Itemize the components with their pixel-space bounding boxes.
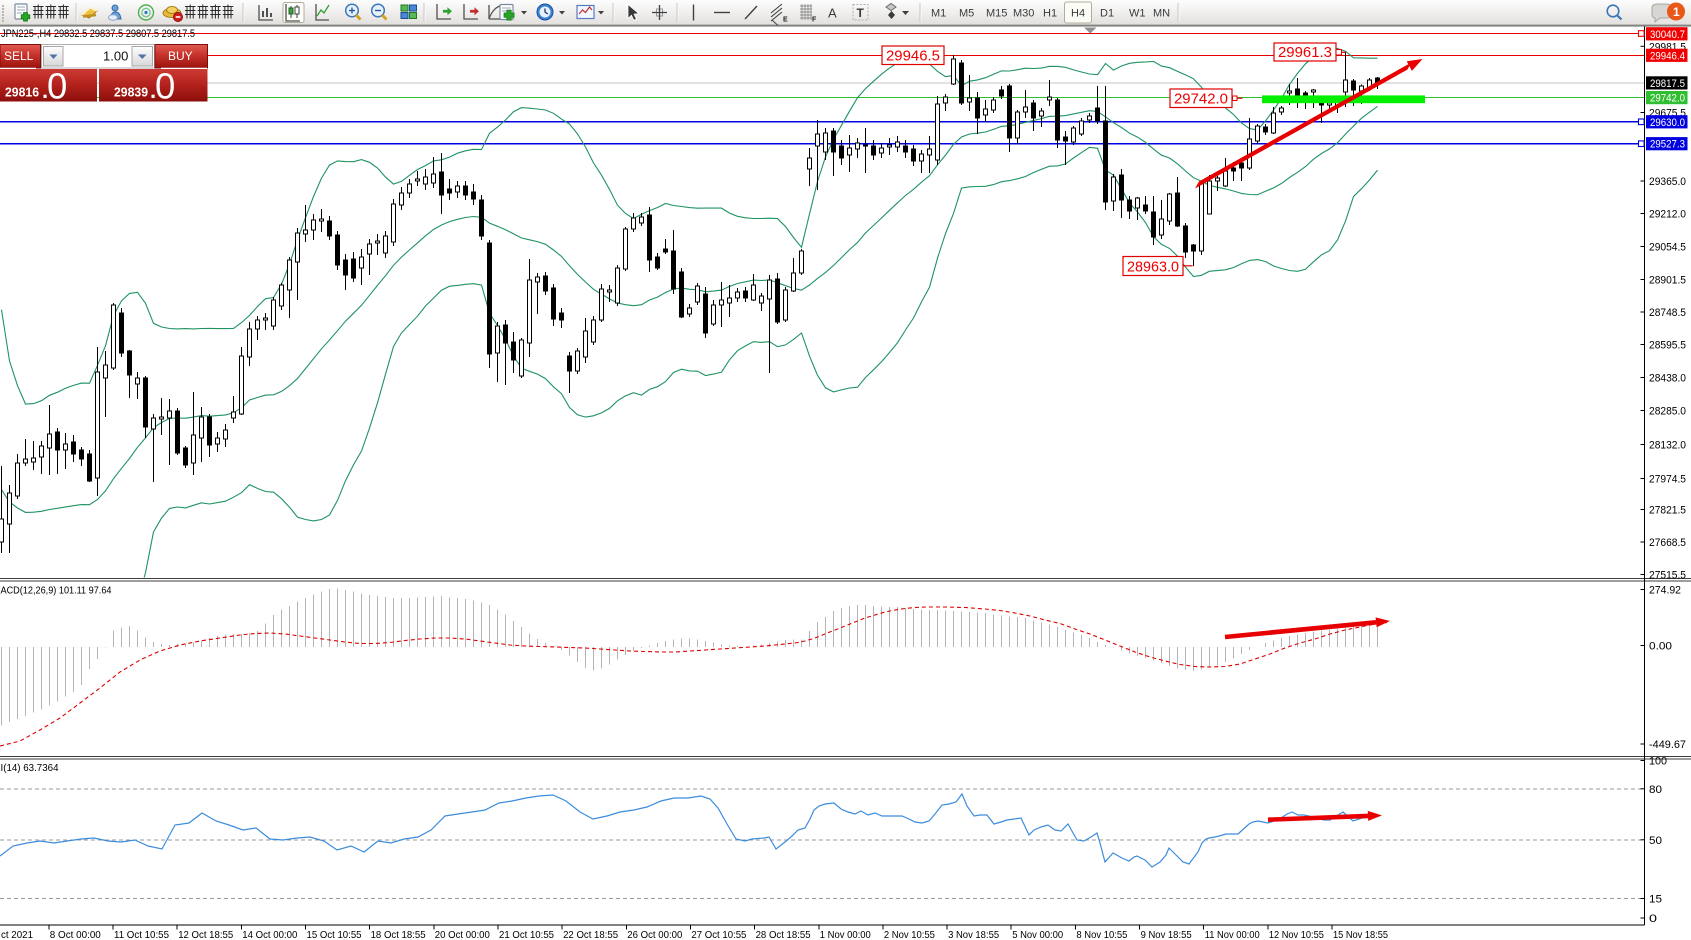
svg-text:100: 100	[1649, 756, 1667, 768]
svg-text:30040.7: 30040.7	[1650, 29, 1685, 41]
svg-text:29054.5: 29054.5	[1649, 242, 1686, 254]
svg-text:27974.5: 27974.5	[1649, 474, 1686, 486]
svg-text:1 Nov 00:00: 1 Nov 00:00	[820, 929, 871, 940]
svg-text:20 Oct 00:00: 20 Oct 00:00	[435, 929, 490, 940]
svg-text:28595.5: 28595.5	[1649, 340, 1686, 352]
svg-text:5 Nov 00:00: 5 Nov 00:00	[1012, 929, 1063, 940]
svg-text:ACD(12,26,9) 101.11 97.64: ACD(12,26,9) 101.11 97.64	[1, 585, 112, 597]
svg-text:21 Oct 10:55: 21 Oct 10:55	[499, 929, 554, 940]
svg-text:28 Oct 18:55: 28 Oct 18:55	[756, 929, 811, 940]
svg-text:28438.0: 28438.0	[1649, 373, 1686, 385]
svg-text:27668.5: 27668.5	[1649, 537, 1686, 549]
svg-text:29212.0: 29212.0	[1649, 209, 1686, 221]
svg-text:.: .	[42, 78, 48, 103]
svg-text:29527.3: 29527.3	[1650, 139, 1685, 151]
svg-text:28132.0: 28132.0	[1649, 440, 1686, 452]
svg-text:28285.0: 28285.0	[1649, 406, 1686, 418]
svg-text:29630.0: 29630.0	[1650, 117, 1685, 129]
svg-text:28748.5: 28748.5	[1649, 307, 1686, 319]
svg-text:M30: M30	[1013, 8, 1034, 20]
svg-text:14 Oct 00:00: 14 Oct 00:00	[242, 929, 297, 940]
svg-text:18 Oct 18:55: 18 Oct 18:55	[371, 929, 426, 940]
svg-text:1: 1	[1673, 5, 1680, 19]
svg-text:0: 0	[1649, 913, 1657, 925]
svg-text:15 Oct 10:55: 15 Oct 10:55	[307, 929, 362, 940]
svg-text:12 Nov 10:55: 12 Nov 10:55	[1269, 929, 1324, 940]
svg-text:0: 0	[155, 66, 175, 107]
svg-text:M1: M1	[931, 8, 946, 20]
svg-text:H4: H4	[1071, 8, 1085, 20]
svg-text:28901.5: 28901.5	[1649, 275, 1686, 287]
svg-text:MN: MN	[1153, 8, 1170, 20]
svg-text:27 Oct 10:55: 27 Oct 10:55	[691, 929, 746, 940]
svg-text:T: T	[857, 6, 865, 20]
svg-text:M15: M15	[986, 8, 1007, 20]
svg-text:26 Oct 00:00: 26 Oct 00:00	[627, 929, 682, 940]
svg-text:2 Nov 10:55: 2 Nov 10:55	[884, 929, 935, 940]
svg-text:D1: D1	[1100, 8, 1114, 20]
svg-text:29742.0: 29742.0	[1174, 91, 1228, 108]
svg-text:SELL: SELL	[4, 49, 34, 63]
svg-text:274.92: 274.92	[1649, 585, 1681, 597]
svg-text:29742.0: 29742.0	[1650, 93, 1685, 105]
svg-text:15 Nov 18:55: 15 Nov 18:55	[1333, 929, 1388, 940]
svg-text:29946.4: 29946.4	[1650, 50, 1685, 62]
svg-text:12 Oct 18:55: 12 Oct 18:55	[178, 929, 233, 940]
svg-text:80: 80	[1649, 784, 1662, 796]
svg-text:W1: W1	[1129, 8, 1146, 20]
svg-text:11 Oct 10:55: 11 Oct 10:55	[114, 929, 169, 940]
svg-text:22 Oct 18:55: 22 Oct 18:55	[563, 929, 618, 940]
svg-text:3 Nov 18:55: 3 Nov 18:55	[948, 929, 999, 940]
svg-text:0: 0	[47, 66, 67, 107]
svg-text:H1: H1	[1043, 8, 1057, 20]
svg-text:9 Nov 18:55: 9 Nov 18:55	[1141, 929, 1192, 940]
svg-text:27821.5: 27821.5	[1649, 505, 1686, 517]
svg-text:M5: M5	[959, 8, 974, 20]
svg-text:0.00: 0.00	[1649, 641, 1672, 653]
svg-text:29816: 29816	[5, 85, 39, 100]
svg-text:F: F	[812, 17, 817, 24]
svg-text:27515.5: 27515.5	[1649, 570, 1686, 582]
svg-text:8 Oct 00:00: 8 Oct 00:00	[50, 929, 101, 940]
svg-text:E: E	[783, 17, 788, 24]
svg-text:50: 50	[1649, 835, 1662, 847]
svg-text:28963.0: 28963.0	[1127, 259, 1179, 276]
svg-text:15: 15	[1649, 894, 1662, 906]
svg-text:I(14) 63.7364: I(14) 63.7364	[1, 762, 59, 774]
svg-text:29946.5: 29946.5	[886, 48, 940, 65]
svg-text:A: A	[828, 6, 837, 21]
svg-text:.: .	[150, 78, 156, 103]
svg-text:BUY: BUY	[168, 49, 193, 63]
svg-text:11 Nov 00:00: 11 Nov 00:00	[1205, 929, 1260, 940]
svg-text:ct 2021: ct 2021	[1, 929, 33, 940]
svg-text:29961.3: 29961.3	[1278, 44, 1332, 61]
svg-text:29365.0: 29365.0	[1649, 176, 1686, 188]
svg-text:-449.67: -449.67	[1649, 739, 1686, 751]
svg-text:JPN225-,H4 29832.5 29837.5 29: JPN225-,H4 29832.5 29837.5 29807.5 29817…	[1, 28, 195, 40]
svg-text:8 Nov 10:55: 8 Nov 10:55	[1076, 929, 1127, 940]
svg-text:29839: 29839	[114, 85, 148, 100]
svg-text:29817.5: 29817.5	[1650, 78, 1685, 90]
svg-text:1.00: 1.00	[103, 49, 128, 64]
